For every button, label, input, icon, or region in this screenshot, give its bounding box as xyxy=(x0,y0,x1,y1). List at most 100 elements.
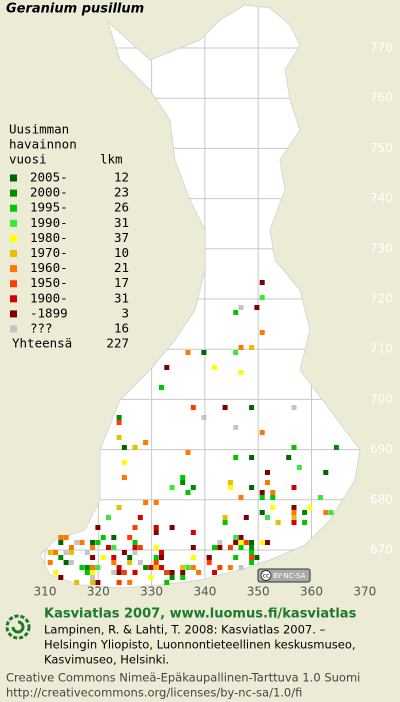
observation-square xyxy=(233,540,239,545)
observation-square xyxy=(68,550,74,555)
observation-square xyxy=(111,555,117,560)
observation-square xyxy=(222,515,228,520)
observation-square xyxy=(323,470,329,475)
observation-square xyxy=(95,540,101,545)
legend-swatch xyxy=(10,219,17,227)
observation-square xyxy=(159,550,164,555)
observation-square xyxy=(84,565,90,570)
badge-text: BY-NC-SA xyxy=(273,572,306,580)
observation-square xyxy=(265,480,270,485)
observation-square xyxy=(259,330,265,335)
observation-square xyxy=(238,545,244,550)
species-title: Geranium pusillum xyxy=(6,2,144,17)
observation-square xyxy=(212,570,217,575)
observation-square xyxy=(265,470,270,475)
svg-text:cc: cc xyxy=(263,573,270,580)
observation-square xyxy=(265,515,270,520)
footer-headline: Kasviatlas 2007, www.luomus.fi/kasviatla… xyxy=(44,607,357,622)
observation-square xyxy=(185,490,191,495)
legend-count: 26 xyxy=(114,200,129,215)
observation-square xyxy=(143,440,149,445)
observation-square xyxy=(132,545,138,550)
legend-swatch xyxy=(10,325,17,333)
legend-label: ??? xyxy=(30,321,53,336)
observation-square xyxy=(127,580,133,585)
observation-square xyxy=(333,445,339,450)
observation-square xyxy=(254,305,260,310)
observation-square xyxy=(153,565,159,570)
observation-square xyxy=(227,485,233,490)
license-line: Creative Commons Nimeä-Epäkaupallinen-Ta… xyxy=(6,671,360,685)
observation-square xyxy=(291,520,297,525)
observation-square xyxy=(190,555,196,560)
observation-square xyxy=(95,525,101,530)
legend-label: -1899 xyxy=(30,305,68,320)
observation-square xyxy=(291,515,297,520)
legend-swatch xyxy=(10,189,17,197)
observation-square xyxy=(227,545,233,550)
y-axis-label: 740 xyxy=(370,191,393,205)
observation-square xyxy=(222,405,228,410)
legend-count: 12 xyxy=(114,170,129,185)
observation-square xyxy=(132,525,138,530)
observation-square xyxy=(116,435,122,440)
observation-square xyxy=(238,345,244,350)
observation-square xyxy=(74,580,80,585)
observation-square xyxy=(164,570,170,575)
observation-square xyxy=(159,385,164,390)
observation-square xyxy=(259,510,265,515)
observation-square xyxy=(164,580,170,585)
observation-square xyxy=(121,460,127,465)
legend-heading: vuosi xyxy=(9,152,47,167)
legend-swatch xyxy=(10,310,17,318)
observation-square xyxy=(227,480,233,485)
y-axis-label: 700 xyxy=(370,392,393,406)
legend-count-heading: lkm xyxy=(100,152,123,167)
observation-square xyxy=(259,430,265,435)
x-axis-label: 360 xyxy=(300,585,323,599)
observation-square xyxy=(291,505,297,510)
observation-square xyxy=(238,540,244,545)
y-axis-label: 750 xyxy=(370,141,393,155)
observation-square xyxy=(116,565,122,570)
observation-square xyxy=(249,560,255,565)
observation-square xyxy=(307,505,313,510)
observation-square xyxy=(180,570,186,575)
observation-square xyxy=(180,575,186,580)
observation-square xyxy=(238,495,244,500)
observation-square xyxy=(291,510,297,515)
y-axis-label: 670 xyxy=(370,543,393,557)
observation-square xyxy=(90,570,96,575)
observation-square xyxy=(233,455,239,460)
observation-square xyxy=(217,545,223,550)
legend-heading: Uusimman xyxy=(9,122,69,137)
legend-swatch xyxy=(10,204,17,212)
observation-square xyxy=(249,555,255,560)
observation-square xyxy=(259,490,265,495)
y-axis-label: 770 xyxy=(370,41,393,55)
observation-square xyxy=(217,565,223,570)
legend-label: 1995- xyxy=(30,200,68,215)
observation-square xyxy=(296,465,302,470)
observation-square xyxy=(275,520,281,525)
logo xyxy=(5,614,31,640)
observation-square xyxy=(116,415,122,420)
observation-square xyxy=(68,545,74,550)
observation-square xyxy=(270,490,276,495)
observation-square xyxy=(249,345,255,350)
observation-square xyxy=(169,575,175,580)
x-axis-label: 350 xyxy=(247,585,270,599)
observation-square xyxy=(116,505,122,510)
legend-label: 1980- xyxy=(30,230,68,245)
legend-label: 1970- xyxy=(30,245,68,260)
legend-label: 2000- xyxy=(30,185,68,200)
axes: 310 320 330 340 350 360 3707707607507407307207… xyxy=(34,41,393,599)
citation-line: Helsingin Yliopisto, Luonnontieteellinen… xyxy=(44,638,356,652)
observation-square xyxy=(180,565,186,570)
observation-square xyxy=(201,350,207,355)
observation-square xyxy=(238,305,244,310)
observation-square xyxy=(90,540,96,545)
observation-square xyxy=(249,455,255,460)
